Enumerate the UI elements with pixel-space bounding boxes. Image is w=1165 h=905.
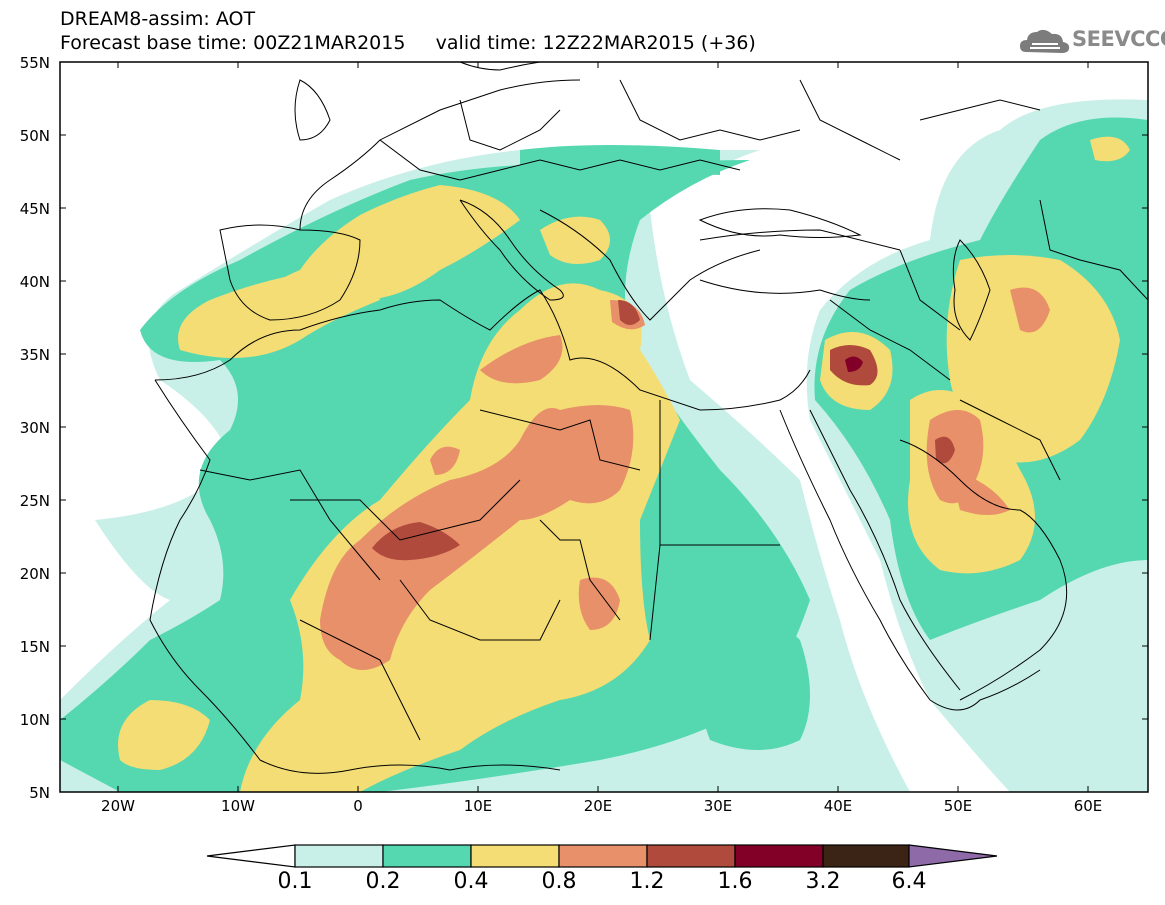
aot-band-0.8 <box>320 287 1050 670</box>
lon-label: 20E <box>583 797 613 815</box>
lat-label: 15N <box>19 638 50 656</box>
lon-label: 0 <box>353 797 363 815</box>
lon-label: 50E <box>943 797 973 815</box>
colorbar-label: 3.2 <box>805 869 841 894</box>
lon-label: 10E <box>463 797 493 815</box>
lat-label: 35N <box>19 346 50 364</box>
lat-label: 55N <box>19 54 50 72</box>
lat-label: 5N <box>29 784 50 802</box>
colorbar-label: 1.6 <box>717 869 753 894</box>
map-title: DREAM8-assim: AOT <box>60 8 256 30</box>
cloud-icon <box>1020 29 1070 53</box>
lat-label: 30N <box>19 419 50 437</box>
colorbar-label: 0.4 <box>453 869 489 894</box>
coastlines <box>149 62 1148 774</box>
lat-label: 25N <box>19 492 50 510</box>
aot-band-1.6 <box>845 356 863 372</box>
lat-label: 40N <box>19 273 50 291</box>
lon-label: 10W <box>221 797 255 815</box>
lon-label: 30E <box>703 797 733 815</box>
lon-label: 20W <box>101 797 135 815</box>
colorbar-label: 0.1 <box>277 869 313 894</box>
lat-label: 45N <box>19 200 50 218</box>
lat-label: 20N <box>19 565 50 583</box>
lat-label: 50N <box>19 127 50 145</box>
aot-band-1.2 <box>372 300 955 561</box>
colorbar-label: 6.4 <box>891 869 927 894</box>
logo-text: SEEVCCC <box>1072 27 1165 51</box>
colorbar-label: 0.2 <box>365 869 401 894</box>
colorbar-label: 1.2 <box>629 869 665 894</box>
colorbar-label: 0.8 <box>541 869 577 894</box>
lon-label: 40E <box>823 797 853 815</box>
forecast-time-subtitle: Forecast base time: 00Z21MAR2015 valid t… <box>60 32 756 54</box>
lon-label: 60E <box>1073 797 1103 815</box>
axis-ticks <box>60 61 1148 792</box>
lat-label: 10N <box>19 711 50 729</box>
